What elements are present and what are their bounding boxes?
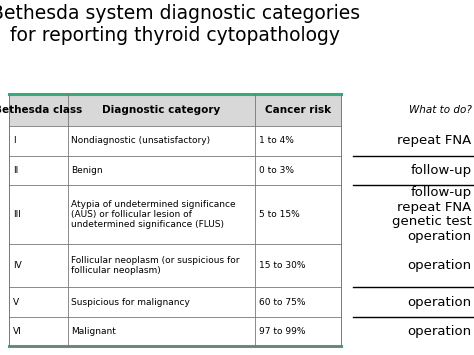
Text: I: I: [13, 136, 16, 146]
Text: Bethesda class: Bethesda class: [0, 105, 82, 115]
Text: 5 to 15%: 5 to 15%: [259, 210, 300, 219]
Text: operation: operation: [408, 259, 472, 272]
Text: 15 to 30%: 15 to 30%: [259, 261, 305, 270]
Text: repeat FNA: repeat FNA: [397, 135, 472, 147]
Text: VI: VI: [13, 327, 22, 336]
Text: Cancer risk: Cancer risk: [265, 105, 331, 115]
Text: operation: operation: [408, 295, 472, 308]
Text: II: II: [13, 166, 18, 175]
Text: 1 to 4%: 1 to 4%: [259, 136, 294, 146]
Text: Nondiagnostic (unsatisfactory): Nondiagnostic (unsatisfactory): [71, 136, 210, 146]
Text: operation: operation: [408, 325, 472, 338]
Text: 97 to 99%: 97 to 99%: [259, 327, 305, 336]
Text: 0 to 3%: 0 to 3%: [259, 166, 294, 175]
Text: Diagnostic category: Diagnostic category: [102, 105, 220, 115]
Text: V: V: [13, 297, 19, 306]
Text: III: III: [13, 210, 21, 219]
Text: Benign: Benign: [71, 166, 103, 175]
Text: follow-up
repeat FNA
genetic test
operation: follow-up repeat FNA genetic test operat…: [392, 186, 472, 243]
Text: What to do?: What to do?: [409, 105, 472, 115]
Text: 60 to 75%: 60 to 75%: [259, 297, 305, 306]
Bar: [9, 94, 341, 126]
Text: Bethesda system diagnostic categories
for reporting thyroid cytopathology: Bethesda system diagnostic categories fo…: [0, 4, 360, 45]
Text: Malignant: Malignant: [71, 327, 116, 336]
Text: Follicular neoplasm (or suspicious for
follicular neoplasm): Follicular neoplasm (or suspicious for f…: [71, 256, 240, 275]
Text: Atypia of undetermined significance
(AUS) or follicular lesion of
undetermined s: Atypia of undetermined significance (AUS…: [71, 200, 236, 229]
Text: IV: IV: [13, 261, 22, 270]
Text: follow-up: follow-up: [410, 164, 472, 177]
Text: Suspicious for malignancy: Suspicious for malignancy: [71, 297, 190, 306]
